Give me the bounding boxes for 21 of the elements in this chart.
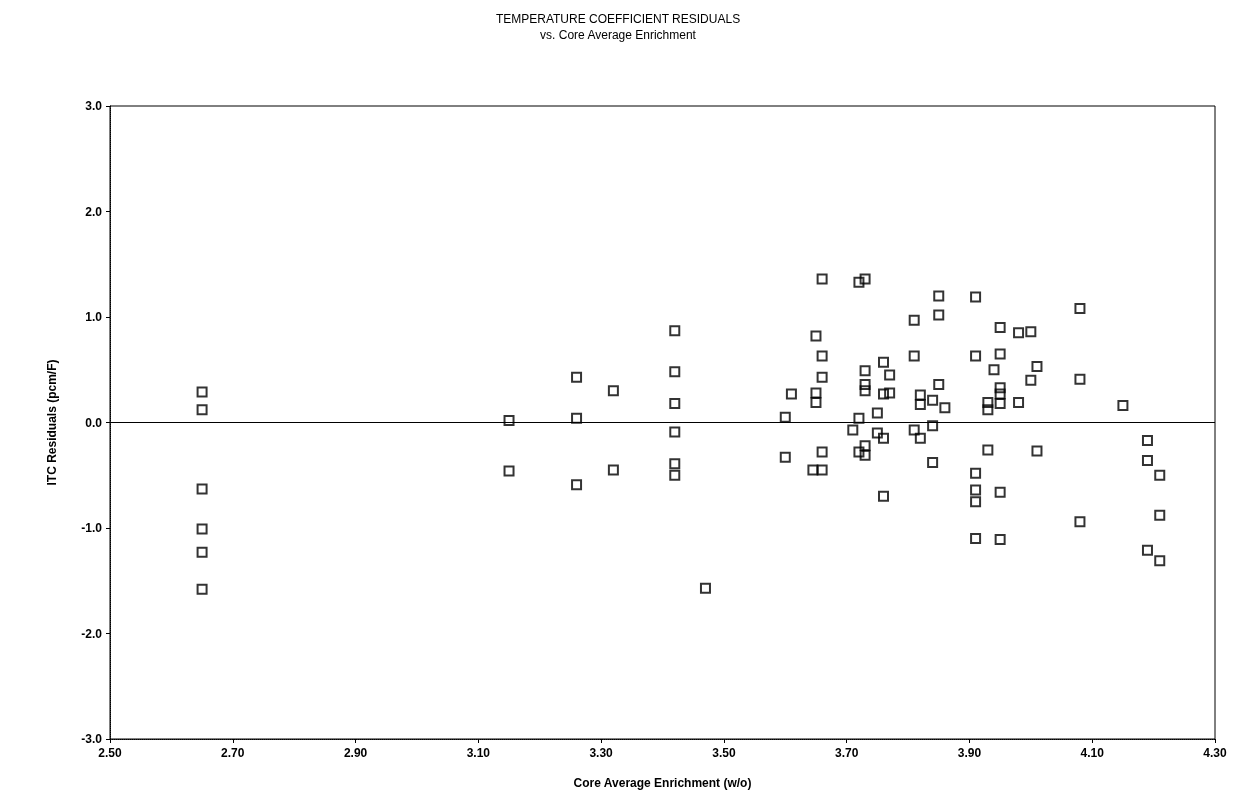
x-tick-label: 3.70 [834,746,859,760]
x-tick-label: 4.30 [1203,746,1227,760]
x-tick-label: 2.50 [98,746,122,760]
y-tick-label: -2.0 [81,626,103,641]
y-tick-label: -1.0 [81,521,103,535]
chart-subtitle: vs. Core Average Enrichment [540,28,697,42]
y-tick-label: 0.0 [85,415,103,430]
x-tick-label: 2.90 [343,746,368,760]
y-tick-label: 2.0 [85,204,103,219]
x-tick-label: 3.10 [466,746,491,760]
y-tick-label: -3.0 [81,732,103,746]
chart-title: TEMPERATURE COEFFICIENT RESIDUALS [495,12,741,26]
x-tick-label: 4.10 [1080,746,1105,760]
y-tick-label: 1.0 [85,310,103,324]
x-tick-label: 3.90 [957,746,982,760]
x-axis-title: Core Average Enrichment (w/o) [573,776,752,790]
y-tick-label: 3.0 [85,99,103,113]
y-axis-title: ITC Residuals (pcm/F) [45,359,59,486]
x-tick-label: 2.70 [221,746,245,760]
x-tick-label: 3.30 [589,746,614,760]
x-tick-label: 3.50 [712,746,736,760]
